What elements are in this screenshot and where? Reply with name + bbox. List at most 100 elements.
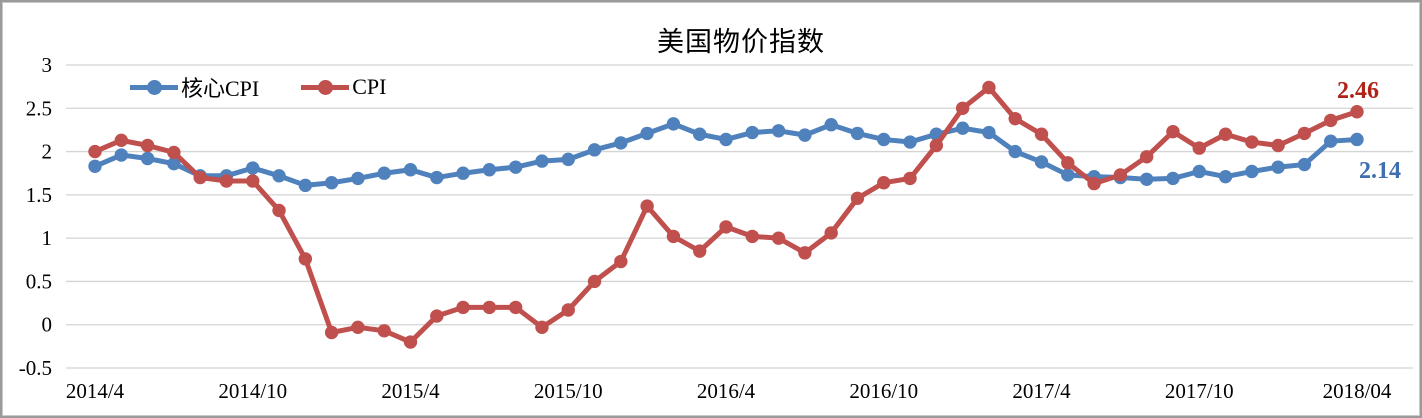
data-point-marker	[1008, 111, 1022, 126]
data-point-marker	[982, 125, 996, 140]
legend-label-cpi: CPI	[352, 74, 387, 99]
data-point-marker	[745, 229, 759, 244]
data-point-marker	[456, 300, 470, 315]
data-point-marker	[272, 169, 286, 183]
legend-dot	[147, 79, 162, 95]
data-point-marker	[298, 252, 313, 266]
legend-label-core-cpi: 核心CPI	[181, 76, 260, 101]
data-point-marker	[193, 170, 207, 185]
x-tick-label: 2015/4	[381, 379, 440, 403]
data-point-marker	[298, 178, 313, 193]
legend-item-core-cpi: 核心CPI	[130, 71, 259, 103]
data-point-marker	[798, 246, 812, 260]
data-point-marker	[167, 145, 181, 160]
data-point-marker	[1192, 164, 1206, 179]
data-point-marker	[1218, 127, 1233, 141]
data-point-marker	[1297, 157, 1312, 172]
data-point-marker	[403, 163, 418, 177]
data-point-marker	[1034, 127, 1049, 141]
data-point-marker	[1324, 134, 1338, 148]
data-point-marker	[850, 126, 865, 141]
data-point-marker	[1087, 176, 1101, 191]
x-tick-label: 2018/04	[1323, 379, 1392, 403]
data-point-marker	[377, 324, 391, 338]
data-point-marker	[403, 335, 418, 349]
y-tick-label: 2.5	[26, 96, 52, 120]
line-marker-icon	[301, 79, 350, 95]
data-point-marker	[666, 229, 681, 244]
data-point-marker	[955, 121, 970, 135]
y-tick-label: -0.5	[19, 356, 52, 380]
y-tick-label: 1	[42, 226, 53, 250]
data-point-marker	[640, 199, 654, 213]
data-point-marker	[587, 274, 602, 289]
data-point-marker	[798, 128, 812, 142]
x-tick-label: 2014/10	[218, 379, 287, 403]
data-point-marker	[824, 118, 838, 132]
data-point-marker	[1139, 172, 1154, 186]
legend: 核心CPI CPI	[130, 71, 387, 103]
y-tick-label: 3	[42, 53, 53, 77]
data-point-marker	[430, 170, 444, 185]
data-point-marker	[324, 176, 339, 190]
data-point-marker	[903, 135, 917, 149]
data-point-marker	[167, 156, 181, 171]
data-point-marker	[561, 152, 575, 167]
data-point-marker	[1324, 113, 1338, 128]
data-point-marker	[771, 124, 786, 138]
data-point-marker	[666, 117, 681, 131]
data-point-marker	[1061, 156, 1075, 170]
legend-dot	[318, 79, 334, 95]
x-tick-label: 2014/4	[66, 379, 125, 403]
data-point-marker	[1350, 132, 1364, 147]
cpi-end-value-label: 2.46	[1337, 78, 1379, 104]
data-point-marker	[1034, 155, 1049, 169]
data-point-marker	[377, 166, 391, 180]
data-point-marker	[351, 171, 365, 186]
data-point-marker	[1218, 169, 1233, 184]
data-point-marker	[1297, 126, 1312, 141]
data-point-marker	[88, 144, 102, 159]
data-point-marker	[1061, 168, 1075, 182]
x-tick-label: 2017/10	[1165, 379, 1234, 403]
series-line-1	[92, 85, 1360, 345]
data-point-marker	[272, 203, 286, 218]
data-point-marker	[1166, 171, 1180, 186]
data-point-marker	[824, 226, 838, 240]
data-point-marker	[246, 161, 260, 175]
data-point-marker	[614, 254, 628, 269]
data-point-marker	[114, 148, 128, 162]
y-tick-label: 2	[42, 140, 53, 164]
legend-item-cpi: CPI	[301, 74, 387, 100]
data-point-marker	[982, 80, 996, 95]
data-point-marker	[140, 151, 155, 166]
data-point-marker	[114, 133, 128, 148]
data-point-marker	[351, 320, 365, 335]
data-point-marker	[877, 132, 891, 147]
data-point-marker	[140, 138, 155, 153]
data-point-marker	[1166, 124, 1180, 139]
core-cpi-end-value-label: 2.14	[1359, 158, 1401, 184]
data-point-marker	[614, 136, 628, 150]
data-point-marker	[1245, 164, 1259, 179]
data-point-marker	[640, 126, 654, 141]
data-point-marker	[508, 160, 523, 174]
x-tick-label: 2017/4	[1012, 379, 1071, 403]
x-tick-label: 2015/10	[534, 379, 603, 403]
data-point-marker	[771, 231, 786, 245]
data-point-marker	[1192, 141, 1206, 155]
data-point-marker	[88, 159, 102, 173]
data-point-marker	[1113, 168, 1128, 182]
data-point-marker	[693, 127, 707, 141]
data-point-marker	[246, 174, 260, 188]
data-point-marker	[1350, 105, 1364, 119]
data-point-marker	[430, 309, 444, 323]
data-point-marker	[535, 154, 549, 168]
y-tick-label: 0.5	[26, 269, 52, 293]
data-point-marker	[324, 325, 339, 340]
data-point-marker	[719, 132, 733, 147]
data-point-marker	[1139, 150, 1154, 164]
y-tick-label: 1.5	[26, 183, 52, 207]
